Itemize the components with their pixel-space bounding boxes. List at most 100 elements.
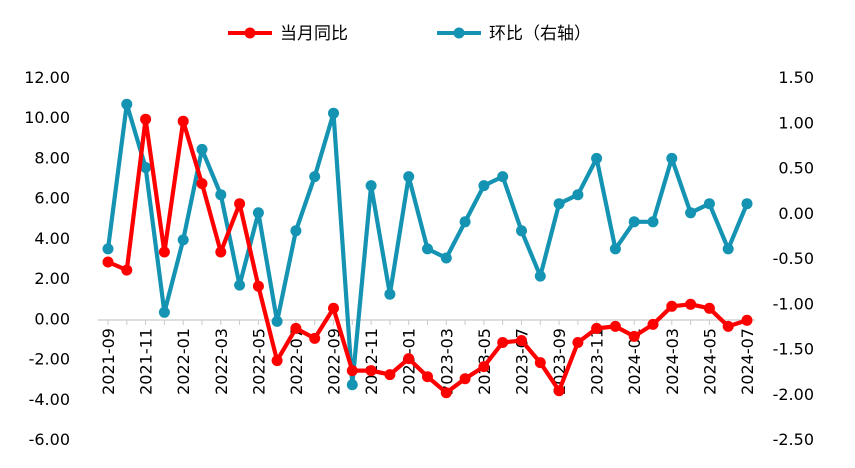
right-axis-tick-label: -2.00 bbox=[773, 385, 814, 404]
data-point-mom bbox=[290, 225, 302, 237]
data-point-mom bbox=[609, 243, 621, 255]
data-point-yoy bbox=[741, 314, 753, 326]
data-point-yoy bbox=[158, 246, 170, 258]
data-point-mom bbox=[553, 198, 565, 210]
data-point-mom bbox=[422, 243, 433, 255]
left-axis-tick-label: 4.00 bbox=[34, 229, 70, 248]
data-point-yoy bbox=[609, 320, 621, 332]
data-point-mom bbox=[121, 98, 133, 110]
data-point-mom bbox=[516, 225, 527, 237]
series-mom bbox=[102, 98, 753, 391]
data-point-mom bbox=[346, 379, 358, 391]
data-point-mom bbox=[647, 216, 659, 228]
data-point-mom bbox=[140, 162, 152, 173]
legend-entry-yoy: 当月同比 bbox=[228, 24, 348, 44]
legend-entry-mom: 环比（右轴） bbox=[437, 24, 591, 44]
left-axis: 12.00 10.00 8.00 6.00 4.00 2.00 0.00 -2.00 -4.00… bbox=[24, 68, 70, 449]
data-point-mom bbox=[459, 216, 471, 228]
data-point-mom bbox=[591, 152, 603, 164]
x-axis-tick-label: 2022-11 bbox=[362, 328, 381, 395]
legend-label-mom: 环比（右轴） bbox=[489, 24, 591, 44]
data-point-yoy bbox=[572, 337, 584, 348]
x-axis-tick-label: 2024-07 bbox=[738, 328, 757, 395]
left-axis-tick-label: 12.00 bbox=[24, 68, 70, 87]
x-axis: 2021-09 2021-11 2022-01 2022-03 2022-05 2022-… bbox=[98, 319, 757, 395]
legend-marker-yoy bbox=[244, 27, 256, 39]
series-line-yoy bbox=[105, 117, 750, 395]
x-axis-tick-label: 2021-09 bbox=[99, 328, 118, 395]
data-point-yoy bbox=[215, 246, 227, 258]
x-axis-tick-label: 2022-05 bbox=[249, 328, 268, 395]
data-point-mom bbox=[572, 189, 584, 201]
data-point-mom bbox=[666, 152, 678, 164]
right-axis-tick-label: 0.00 bbox=[778, 204, 814, 223]
left-axis-tick-label: -2.00 bbox=[29, 350, 70, 369]
left-axis-tick-label: -4.00 bbox=[29, 390, 70, 409]
data-point-yoy bbox=[628, 330, 640, 342]
data-point-yoy bbox=[346, 365, 358, 377]
right-axis-tick-label: -2.50 bbox=[773, 430, 814, 449]
data-point-yoy bbox=[666, 300, 678, 312]
data-point-mom bbox=[365, 180, 377, 192]
left-axis-tick-label: 10.00 bbox=[24, 108, 70, 127]
data-point-yoy bbox=[271, 355, 283, 367]
x-axis-tick-label: 2022-09 bbox=[325, 328, 344, 395]
x-axis-tick-label: 2024-05 bbox=[700, 328, 719, 395]
data-point-yoy bbox=[534, 357, 546, 369]
data-point-yoy bbox=[252, 280, 264, 292]
data-point-yoy bbox=[403, 353, 415, 365]
left-axis-tick-label: 6.00 bbox=[34, 189, 70, 208]
data-point-mom bbox=[177, 234, 189, 246]
data-point-yoy bbox=[440, 387, 452, 399]
x-axis-tick-label: 2024-01 bbox=[625, 328, 644, 395]
data-point-yoy bbox=[722, 320, 734, 332]
x-axis-tick-label: 2024-03 bbox=[663, 328, 682, 395]
x-axis-tick-label: 2023-03 bbox=[437, 328, 456, 395]
data-point-yoy bbox=[365, 365, 377, 377]
legend-label-yoy: 当月同比 bbox=[280, 24, 348, 44]
data-point-mom bbox=[384, 288, 396, 300]
data-point-mom bbox=[234, 279, 246, 291]
series-layer bbox=[102, 98, 753, 399]
data-point-yoy bbox=[309, 332, 321, 344]
data-point-mom bbox=[158, 306, 170, 318]
data-point-yoy bbox=[553, 385, 565, 397]
x-axis-tick-label: 2022-03 bbox=[212, 328, 231, 395]
x-axis-tick-label: 2022-07 bbox=[287, 328, 306, 395]
data-point-yoy bbox=[647, 318, 659, 330]
left-axis-tick-label: 8.00 bbox=[34, 148, 70, 167]
left-axis-tick-label: 0.00 bbox=[34, 309, 70, 328]
data-point-mom bbox=[478, 180, 490, 192]
data-point-mom bbox=[309, 171, 321, 183]
data-point-mom bbox=[440, 252, 452, 264]
right-axis-tick-label: 1.00 bbox=[778, 113, 814, 132]
right-axis-tick-label: -0.50 bbox=[773, 249, 814, 268]
data-point-mom bbox=[215, 189, 227, 201]
data-point-yoy bbox=[591, 322, 603, 334]
data-point-mom bbox=[534, 270, 546, 282]
x-axis-tick-label: 2021-11 bbox=[137, 328, 156, 395]
data-point-mom bbox=[628, 216, 640, 228]
data-point-yoy bbox=[459, 373, 471, 385]
right-axis-tick-label: 0.50 bbox=[778, 159, 814, 178]
data-point-yoy bbox=[177, 115, 189, 127]
data-point-yoy bbox=[685, 298, 697, 310]
right-axis-tick-label: -1.50 bbox=[773, 340, 814, 359]
data-point-yoy bbox=[422, 371, 433, 383]
data-point-yoy bbox=[478, 361, 490, 373]
legend: 当月同比 环比（右轴） bbox=[228, 24, 591, 44]
data-point-yoy bbox=[140, 113, 152, 125]
data-point-mom bbox=[741, 198, 753, 210]
data-point-mom bbox=[328, 107, 339, 119]
data-point-mom bbox=[196, 143, 208, 155]
data-point-mom bbox=[403, 171, 415, 183]
data-point-mom bbox=[722, 243, 734, 255]
data-point-yoy bbox=[703, 302, 715, 314]
right-axis-tick-label: 1.50 bbox=[778, 68, 814, 87]
x-axis-tick-label: 2023-11 bbox=[588, 328, 607, 395]
data-point-yoy bbox=[328, 302, 339, 314]
data-point-yoy bbox=[102, 256, 114, 268]
x-axis-tick-label: 2022-01 bbox=[174, 328, 193, 395]
data-point-mom bbox=[271, 315, 283, 327]
data-point-yoy bbox=[497, 337, 509, 348]
